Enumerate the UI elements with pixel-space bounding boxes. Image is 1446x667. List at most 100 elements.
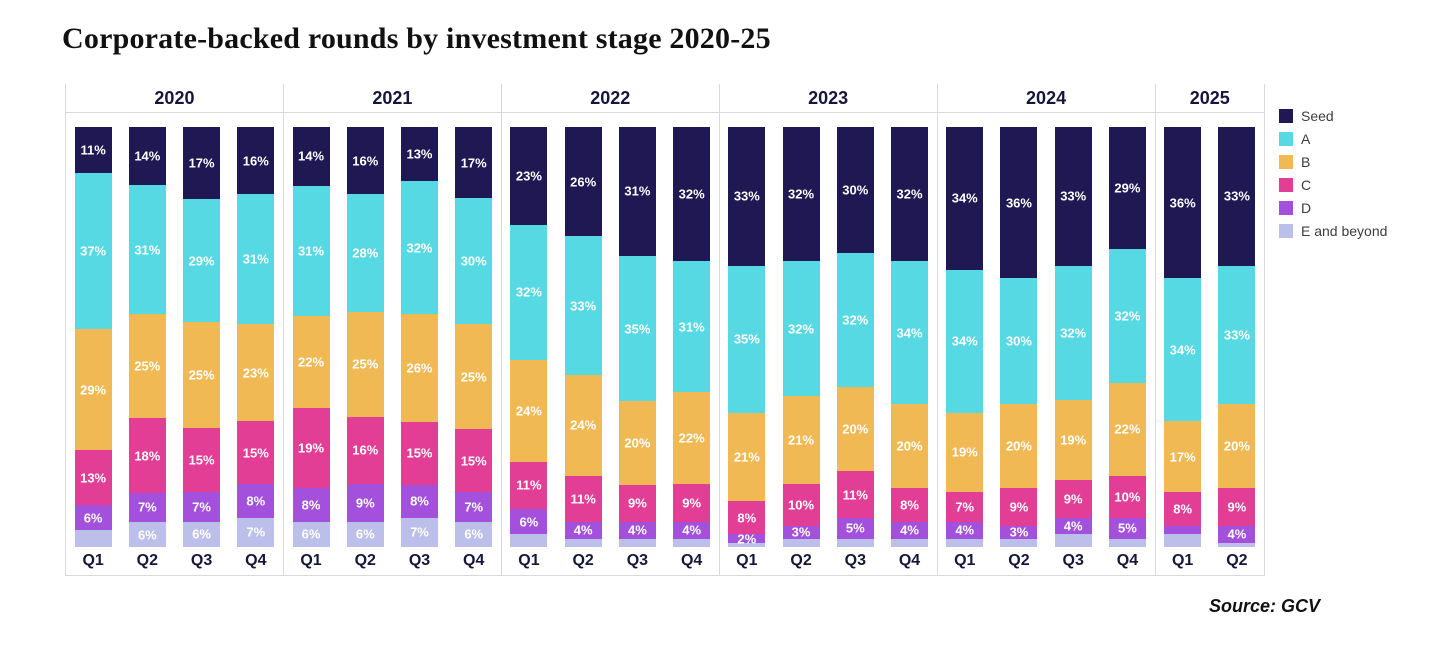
segment-a: 31% [292, 185, 330, 316]
segment-value-label: 15% [460, 453, 487, 469]
segment-value-label: 9% [1009, 499, 1029, 515]
quarter-label-2020-Q2: Q2 [136, 552, 159, 569]
year-group-2022: 2022 23% 32% 24% 11% 6% Q1 26% 33% 24% 11% 4% Q2 31% 3… [501, 84, 720, 575]
stacked-bar-2024-Q1: 34% 34% 19% 7% 4% [946, 127, 984, 547]
segment-seed: 36% [1164, 127, 1202, 279]
stacked-bar-2022-Q1: 23% 32% 24% 11% 6% [510, 127, 548, 547]
legend-item-c: C [1279, 177, 1387, 193]
segment-c: 11% [564, 475, 602, 522]
segment-value-label: 10% [1114, 489, 1141, 505]
segment-d: 7% [183, 491, 221, 522]
year-group-2020: 2020 11% 37% 29% 13% 6% Q1 14% 31% 25% 18% 7% 6% Q2 17… [65, 84, 284, 575]
bar-2022-Q2: 26% 33% 24% 11% 4% Q2 [556, 127, 610, 575]
segment-value-label: 31% [134, 242, 161, 258]
segment-value-label: 20% [1005, 438, 1032, 454]
segment-e [1108, 538, 1146, 548]
segment-c: 8% [728, 500, 766, 535]
quarter-label-2022-Q2: Q2 [572, 552, 594, 569]
bar-2024-Q2: 36% 30% 20% 9% 3% Q2 [992, 127, 1046, 575]
legend-item-e: E and beyond [1279, 223, 1387, 239]
quarter-label-2020-Q1: Q1 [82, 552, 104, 569]
stacked-bar-2022-Q4: 32% 31% 22% 9% 4% [673, 127, 711, 548]
bar-2025-Q1: 36% 34% 17% 8% Q1 [1156, 127, 1210, 575]
quarter-label-2021-Q3: Q3 [408, 552, 431, 569]
segment-value-label: 6% [301, 526, 321, 542]
segment-e [618, 538, 656, 547]
segment-e [782, 538, 820, 548]
segment-value-label: 30% [1005, 333, 1032, 349]
segment-value-label: 13% [80, 470, 107, 486]
bar-2022-Q3: 31% 35% 20% 9% 4% Q3 [610, 127, 664, 575]
segment-a: 35% [618, 255, 656, 402]
segment-value-label: 3% [1009, 524, 1029, 540]
bars-row-2020: 11% 37% 29% 13% 6% Q1 14% 31% 25% 18% 7% 6% Q2 17% 29%… [66, 113, 283, 575]
segment-value-label: 13% [406, 146, 433, 162]
segment-value-label: 3% [791, 524, 811, 540]
segment-value-label: 32% [678, 186, 705, 202]
segment-value-label: 21% [788, 432, 815, 448]
segment-value-label: 29% [80, 382, 107, 397]
quarter-label-2025-Q2: Q2 [1226, 552, 1248, 569]
segment-e: 6% [346, 521, 384, 547]
segment-value-label: 31% [678, 319, 705, 334]
segment-value-label: 18% [134, 448, 161, 463]
segment-value-label: 7% [192, 499, 211, 515]
segment-b: 20% [618, 401, 656, 485]
segment-b: 25% [128, 314, 166, 419]
stacked-bar-2025-Q2: 33% 33% 20% 9% 4% [1218, 127, 1256, 547]
segment-value-label: 7% [137, 499, 157, 515]
segment-value-label: 24% [515, 403, 542, 419]
stacked-bar-2024-Q3: 33% 32% 19% 9% 4% [1054, 127, 1092, 547]
legend-item-d: D [1279, 200, 1387, 216]
segment-b: 25% [183, 322, 221, 429]
legend-label-b: B [1301, 154, 1311, 170]
stacked-bar-2024-Q2: 36% 30% 20% 9% 3% [1000, 127, 1038, 547]
bar-2022-Q4: 32% 31% 22% 9% 4% Q4 [665, 127, 719, 575]
legend-label-e: E and beyond [1301, 223, 1388, 239]
segment-value-label: 22% [1114, 421, 1141, 437]
quarter-label-2023-Q4: Q4 [898, 552, 921, 569]
segment-value-label: 30% [842, 182, 869, 198]
segment-value-label: 19% [1060, 432, 1087, 448]
segment-c: 15% [455, 429, 493, 493]
legend-item-b: B [1279, 154, 1387, 170]
segment-value-label: 15% [188, 452, 215, 468]
segment-value-label: 11% [516, 477, 542, 493]
segment-value-label: 7% [955, 499, 975, 515]
legend-swatch-c [1279, 178, 1293, 192]
segment-value-label: 33% [733, 188, 760, 204]
segment-b: 22% [673, 391, 711, 485]
stacked-bar-2021-Q4: 17% 30% 25% 15% 7% 6% [455, 127, 493, 548]
legend-label-d: D [1301, 200, 1312, 216]
segment-value-label: 23% [242, 365, 269, 381]
bars-row-2025: 36% 34% 17% 8% Q1 33% 33% 20% 9% 4% Q2 [1156, 113, 1264, 575]
segment-a: 31% [673, 261, 711, 392]
segment-e: 7% [400, 517, 438, 547]
segment-e [836, 538, 874, 548]
segment-value-label: 23% [515, 168, 542, 184]
segment-value-label: 16% [352, 442, 379, 458]
bars-row-2022: 23% 32% 24% 11% 6% Q1 26% 33% 24% 11% 4% Q2 31% 35% 20… [502, 113, 719, 575]
segment-value-label: 10% [788, 497, 815, 513]
segment-a: 37% [74, 173, 112, 329]
segment-value-label: 17% [460, 155, 487, 171]
segment-a: 32% [510, 224, 548, 361]
segment-c: 9% [1054, 479, 1092, 518]
year-label-2022: 2022 [501, 84, 719, 113]
segment-b: 20% [891, 404, 929, 489]
legend-swatch-b [1279, 155, 1293, 169]
segment-value-label: 29% [188, 253, 215, 269]
segment-value-label: 29% [1114, 180, 1141, 196]
legend-label-seed: Seed [1301, 108, 1334, 124]
segment-d: 8% [292, 488, 330, 522]
segment-d: 8% [237, 484, 275, 518]
segment-a: 33% [564, 236, 602, 375]
segment-value-label: 6% [464, 526, 484, 542]
quarter-label-2022-Q4: Q4 [680, 552, 703, 569]
segment-value-label: 9% [627, 495, 647, 511]
segment-seed: 36% [1000, 127, 1038, 279]
stacked-bar-2025-Q1: 36% 34% 17% 8% [1164, 127, 1202, 547]
segment-b: 21% [728, 412, 766, 501]
quarter-label-2021-Q4: Q4 [463, 552, 485, 569]
bar-2024-Q4: 29% 32% 22% 10% 5% Q4 [1100, 127, 1154, 575]
